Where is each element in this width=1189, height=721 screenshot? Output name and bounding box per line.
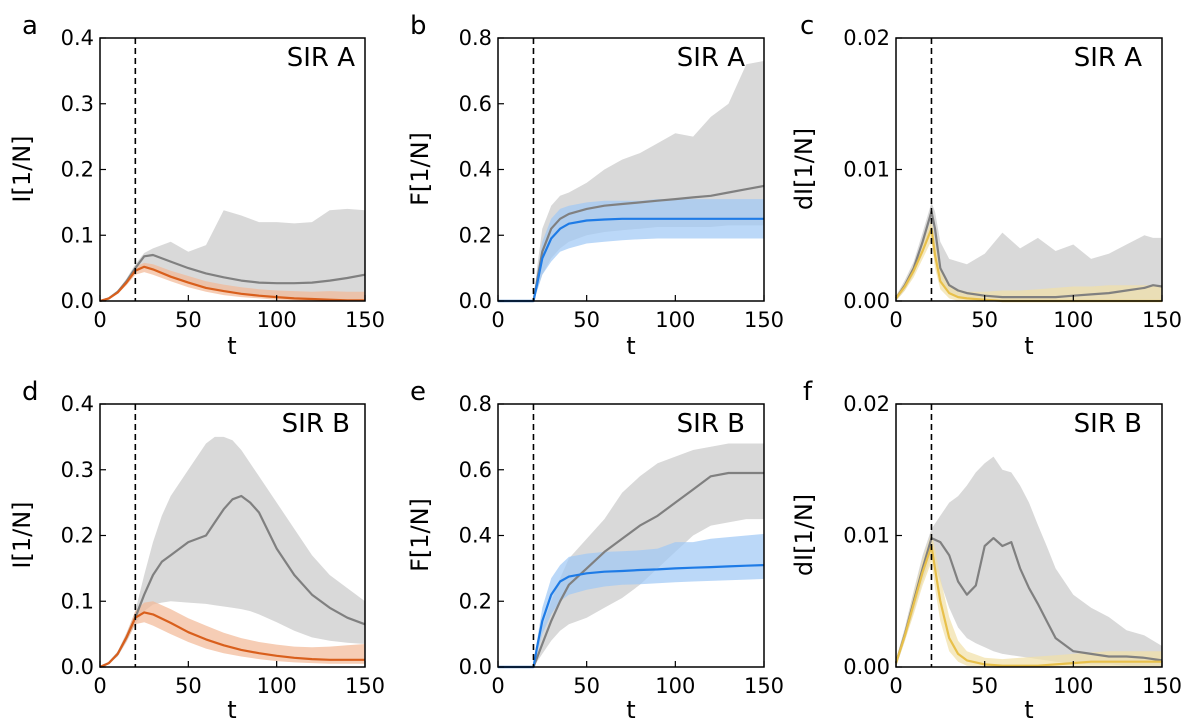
x-axis-label: t <box>227 696 236 721</box>
x-axis-label: t <box>626 332 635 360</box>
panel-letter: a <box>22 11 38 41</box>
y-tick-label: 0.4 <box>61 26 94 50</box>
x-axis-label: t <box>1024 696 1033 721</box>
blue-confidence-band <box>498 199 764 301</box>
gray-mean-line <box>498 471 764 669</box>
blue-mean-line <box>498 564 765 669</box>
x-tick-label: 50 <box>971 308 998 332</box>
blue-mean-line <box>498 217 764 303</box>
gray-confidence-band <box>100 208 365 301</box>
x-tick-label: 100 <box>1053 308 1093 332</box>
y-tick-label: 0.0 <box>61 655 94 679</box>
x-tick-label: 0 <box>491 308 504 332</box>
panel-d: 0 50 100 150 0.0 0.1 0.2 0.3 0.4 d SIR B t I[1/N… <box>8 377 385 721</box>
y-tick-label: 0.4 <box>459 158 492 182</box>
orange-mean-line <box>99 265 365 303</box>
y-axis-label: dI[1/N] <box>790 128 818 210</box>
y-tick-label: 0.1 <box>61 223 94 247</box>
panel-f: 0 50 100 150 0.00 0.01 0.02 f SIR B t dI[1/N] <box>790 377 1182 721</box>
x-tick-label: 0 <box>491 674 504 698</box>
x-tick-label: 0 <box>93 674 106 698</box>
x-tick-label: 100 <box>1053 674 1093 698</box>
y-axis-label: I[1/N] <box>8 501 36 568</box>
orange-confidence-band <box>100 262 365 301</box>
x-tick-label: 0 <box>93 308 106 332</box>
y-tick-label: 0.4 <box>459 524 492 548</box>
orange-confidence-band <box>100 601 365 667</box>
x-tick-label: 50 <box>573 308 600 332</box>
x-tick-label: 150 <box>744 308 784 332</box>
y-axis-label: F[1/N] <box>406 132 434 206</box>
panel-e: 0 50 100 150 0.0 0.2 0.4 0.6 0.8 e SIR B t F[1/N… <box>406 377 784 721</box>
y-axis-label: I[1/N] <box>8 135 36 202</box>
panel-letter: b <box>410 11 427 41</box>
y-tick-label: 0.00 <box>843 289 890 313</box>
panel-title: SIR B <box>677 409 745 439</box>
x-tick-label: 50 <box>971 674 998 698</box>
y-tick-label: 0.4 <box>61 392 94 416</box>
y-tick-label: 0.02 <box>843 26 890 50</box>
orange-mean-line <box>99 611 365 669</box>
y-tick-label: 0.01 <box>843 524 890 548</box>
x-tick-label: 100 <box>257 674 297 698</box>
x-tick-label: 100 <box>257 308 297 332</box>
x-tick-label: 100 <box>655 308 695 332</box>
panel-letter: d <box>22 377 39 407</box>
x-tick-label: 150 <box>345 674 385 698</box>
x-tick-label: 150 <box>1142 308 1182 332</box>
y-tick-label: 0.0 <box>61 289 94 313</box>
panel-letter: c <box>800 11 814 41</box>
y-tick-label: 0.2 <box>61 524 94 548</box>
y-tick-label: 0.1 <box>61 589 94 613</box>
x-tick-label: 0 <box>889 308 902 332</box>
x-tick-label: 100 <box>655 674 695 698</box>
y-tick-label: 0.3 <box>61 92 94 116</box>
y-tick-label: 0.8 <box>459 26 492 50</box>
y-tick-label: 0.2 <box>459 589 492 613</box>
x-tick-label: 150 <box>744 674 784 698</box>
panel-letter: e <box>410 377 426 407</box>
panel-title: SIR B <box>1074 409 1142 439</box>
yellow-confidence-band <box>896 219 1162 301</box>
x-tick-label: 150 <box>1142 674 1182 698</box>
x-axis-label: t <box>626 696 635 721</box>
panel-title: SIR A <box>1074 43 1143 73</box>
panel-a: 0 50 100 150 0.0 0.1 0.2 0.3 0.4 a SIR A t I[1/N… <box>8 11 385 360</box>
panel-b: 0 50 100 150 0.0 0.2 0.4 0.6 0.8 b SIR A t F[1/N… <box>406 11 784 360</box>
gray-mean-line <box>895 210 1163 300</box>
panel-c: 0 50 100 150 0.00 0.01 0.02 c SIR A t dI[1/N] <box>790 11 1182 360</box>
x-tick-label: 50 <box>573 674 600 698</box>
x-tick-label: 0 <box>889 674 902 698</box>
y-tick-label: 0.6 <box>459 92 492 116</box>
panel-title: SIR B <box>282 409 350 439</box>
panel-title: SIR A <box>287 43 356 73</box>
x-tick-label: 50 <box>175 674 202 698</box>
y-tick-label: 0.00 <box>843 655 890 679</box>
x-axis-label: t <box>227 332 236 360</box>
x-tick-label: 150 <box>345 308 385 332</box>
gray-confidence-band <box>896 456 1162 667</box>
y-tick-label: 0.01 <box>843 158 890 182</box>
x-tick-label: 50 <box>175 308 202 332</box>
y-axis-label: F[1/N] <box>406 498 434 572</box>
panel-title: SIR A <box>677 43 746 73</box>
y-tick-label: 0.6 <box>459 458 492 482</box>
y-tick-label: 0.2 <box>61 158 94 182</box>
y-tick-label: 0.0 <box>459 655 492 679</box>
gray-confidence-band <box>896 202 1162 301</box>
y-axis-label: dI[1/N] <box>790 494 818 576</box>
gray-confidence-band <box>498 61 764 301</box>
y-tick-label: 0.8 <box>459 392 492 416</box>
y-tick-label: 0.02 <box>843 392 890 416</box>
y-tick-label: 0.3 <box>61 458 94 482</box>
panel-letter: f <box>803 377 813 407</box>
x-axis-label: t <box>1024 332 1033 360</box>
yellow-confidence-band <box>896 532 1162 667</box>
y-tick-label: 0.2 <box>459 223 492 247</box>
gray-confidence-band <box>100 436 365 667</box>
y-tick-label: 0.0 <box>459 289 492 313</box>
